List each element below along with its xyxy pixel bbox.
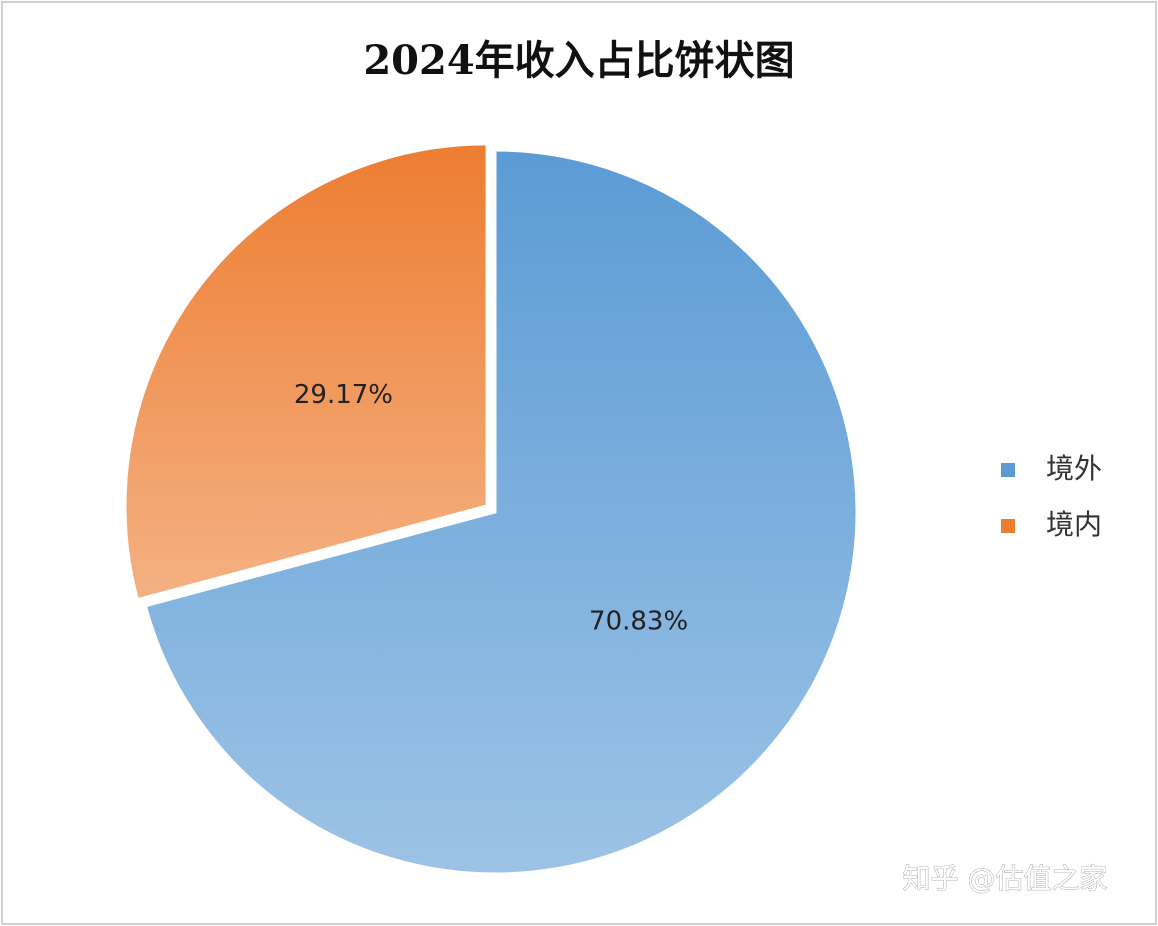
value-label: 70.83%: [589, 607, 688, 637]
legend-swatch: [1001, 519, 1015, 533]
value-label: 29.17%: [294, 380, 393, 410]
watermark: 知乎 @估值之家: [903, 862, 1108, 895]
legend-swatch: [1001, 463, 1015, 477]
pie-slice: [123, 142, 489, 602]
legend-label: 境外: [1046, 452, 1102, 485]
chart-title: 2024年收入占比饼状图: [363, 37, 794, 84]
legend-label: 境内: [1046, 508, 1102, 541]
pie-slice: [143, 148, 859, 876]
